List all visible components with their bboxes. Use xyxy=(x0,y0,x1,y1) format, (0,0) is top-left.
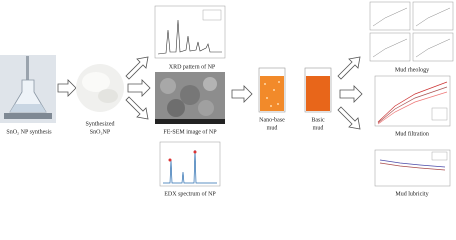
graphical-abstract: SnO₂ NP synthesis Synthesized SnO₂NP XRD… xyxy=(0,1,454,197)
label: FE-SEM image of NP xyxy=(163,128,217,135)
powder-photo xyxy=(76,64,124,112)
arrow xyxy=(339,85,363,103)
label: mud xyxy=(313,125,324,131)
label: SnO₂NP xyxy=(90,129,111,135)
label: XRD pattern of NP xyxy=(169,63,216,70)
label: Mud lubricity xyxy=(395,191,428,197)
label: Basic xyxy=(311,117,325,123)
label: SnO₂ NP synthesis xyxy=(6,129,52,135)
arrow xyxy=(125,56,149,80)
rheology-charts xyxy=(369,1,454,62)
label: Mud filtration xyxy=(395,130,429,137)
arrow xyxy=(337,56,361,80)
arrow xyxy=(125,96,149,120)
label: Mud rheology xyxy=(395,67,429,73)
lubricity-chart xyxy=(374,149,451,187)
flask-photo xyxy=(0,55,56,123)
label: EDX spectrum of NP xyxy=(164,190,216,197)
arrow xyxy=(231,85,253,103)
beaker xyxy=(258,67,286,113)
arrow xyxy=(127,79,151,97)
sem-image xyxy=(155,72,225,124)
arrow xyxy=(57,79,77,97)
beaker xyxy=(304,67,332,113)
arrow xyxy=(337,106,361,130)
label: mud xyxy=(267,125,278,131)
edx-chart xyxy=(159,141,221,187)
filtration-chart xyxy=(374,75,451,127)
label: Nano-base xyxy=(259,117,285,123)
label: Synthesized xyxy=(86,121,115,127)
xrd-chart xyxy=(154,5,226,59)
